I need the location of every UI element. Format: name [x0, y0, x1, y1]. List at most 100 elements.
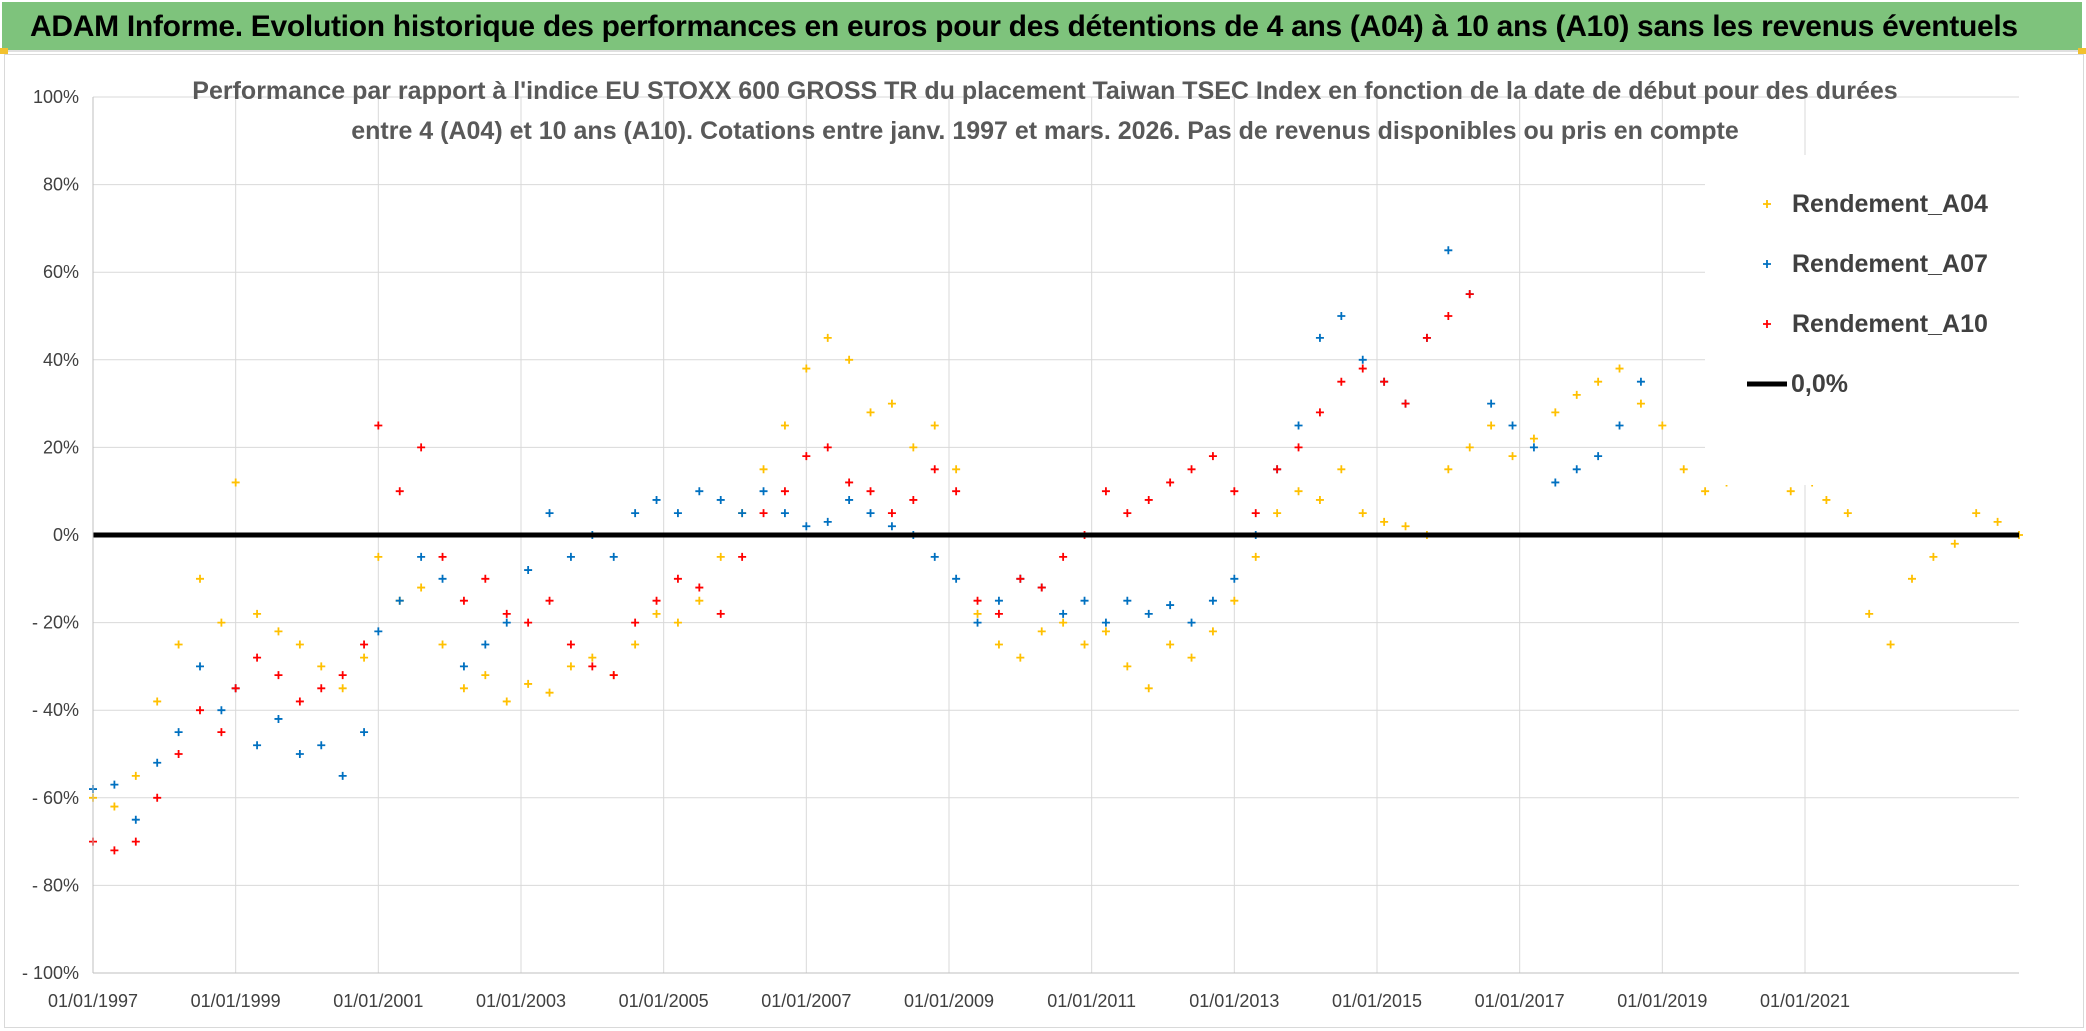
data-point	[823, 333, 832, 342]
corner-accent-left	[0, 48, 8, 54]
data-point	[631, 618, 640, 627]
data-point	[231, 478, 240, 487]
data-point	[1230, 574, 1239, 583]
data-point	[673, 574, 682, 583]
data-point	[738, 552, 747, 561]
data-point	[174, 640, 183, 649]
data-point	[909, 443, 918, 452]
data-point	[1315, 495, 1324, 504]
data-point	[566, 640, 575, 649]
data-point	[1037, 627, 1046, 636]
data-point	[153, 793, 162, 802]
data-point	[481, 671, 490, 680]
data-point	[274, 714, 283, 723]
data-point	[481, 574, 490, 583]
data-point	[374, 552, 383, 561]
y-tick-label: 80%	[43, 175, 79, 195]
data-point	[1230, 596, 1239, 605]
data-point	[1636, 399, 1645, 408]
data-point	[909, 495, 918, 504]
data-point	[253, 653, 262, 662]
data-point	[1080, 596, 1089, 605]
data-point	[1993, 517, 2002, 526]
data-point	[1529, 434, 1538, 443]
axis-layer: 100% 80% 60% 40% 20% 0% - 20% - 40% - 60% - 80% - …	[22, 87, 2019, 1011]
x-tick-label: 01/01/2007	[761, 991, 851, 1011]
data-point	[716, 609, 725, 618]
data-point	[196, 662, 204, 671]
data-point	[295, 697, 304, 706]
legend-marker	[1763, 320, 1771, 328]
data-point	[417, 443, 426, 452]
data-point	[609, 552, 618, 561]
legend-marker	[1763, 200, 1771, 208]
data-point	[1422, 333, 1431, 342]
data-point	[1594, 452, 1603, 461]
data-point	[631, 640, 640, 649]
data-point	[780, 509, 789, 518]
data-point	[1337, 465, 1346, 474]
data-point	[438, 640, 447, 649]
data-point	[459, 684, 468, 693]
data-point	[780, 421, 789, 430]
data-point	[973, 609, 982, 618]
data-point	[823, 443, 832, 452]
x-tick-label: 01/01/2003	[476, 991, 566, 1011]
data-point	[502, 618, 511, 627]
data-point	[1572, 390, 1581, 399]
y-tick-label: - 20%	[32, 613, 79, 633]
y-tick-label: - 80%	[32, 875, 79, 895]
data-point	[1444, 246, 1453, 255]
data-point	[524, 618, 533, 627]
data-point	[1508, 452, 1517, 461]
data-point	[196, 706, 204, 715]
data-point	[274, 627, 283, 636]
x-tick-label: 01/01/1999	[191, 991, 281, 1011]
data-point	[360, 653, 369, 662]
data-point	[253, 609, 262, 618]
chart-title-line-2: entre 4 (A04) et 10 ans (A10). Cotations…	[351, 117, 1739, 145]
data-point	[952, 465, 961, 474]
data-point	[802, 452, 811, 461]
data-point	[1123, 662, 1132, 671]
data-point	[716, 495, 725, 504]
x-tick-label: 01/01/2005	[619, 991, 709, 1011]
data-point	[1037, 583, 1046, 592]
data-point	[295, 750, 304, 758]
data-point	[131, 771, 140, 780]
data-point	[438, 574, 447, 583]
data-point	[695, 487, 704, 496]
data-point	[1208, 627, 1217, 636]
data-point	[866, 408, 875, 417]
data-point	[545, 596, 554, 605]
data-point	[1615, 364, 1624, 373]
data-point	[481, 640, 490, 649]
corner-accent-right	[2078, 48, 2086, 54]
data-point	[759, 487, 768, 496]
x-tick-label: 01/01/2013	[1189, 991, 1279, 1011]
data-point	[374, 627, 383, 636]
data-point	[360, 640, 369, 649]
data-point	[1059, 609, 1068, 618]
data-point	[1251, 509, 1260, 518]
data-point	[274, 671, 283, 680]
data-point	[780, 487, 789, 496]
data-point	[338, 671, 347, 680]
data-point	[1166, 478, 1175, 487]
data-point	[317, 662, 326, 671]
data-point	[1208, 596, 1217, 605]
x-tick-label: 01/01/2011	[1047, 991, 1136, 1011]
data-point	[973, 618, 982, 627]
data-point	[1337, 377, 1346, 386]
data-point	[174, 750, 183, 758]
report-title: ADAM Informe. Evolution historique des p…	[30, 10, 2018, 43]
data-point	[1123, 509, 1132, 518]
data-point	[802, 364, 811, 373]
data-point	[1658, 421, 1667, 430]
data-point	[1701, 487, 1710, 496]
data-point	[153, 758, 162, 767]
data-point	[738, 509, 747, 518]
data-point	[524, 679, 533, 688]
x-tick-label: 01/01/2009	[904, 991, 994, 1011]
data-point	[1080, 640, 1089, 649]
